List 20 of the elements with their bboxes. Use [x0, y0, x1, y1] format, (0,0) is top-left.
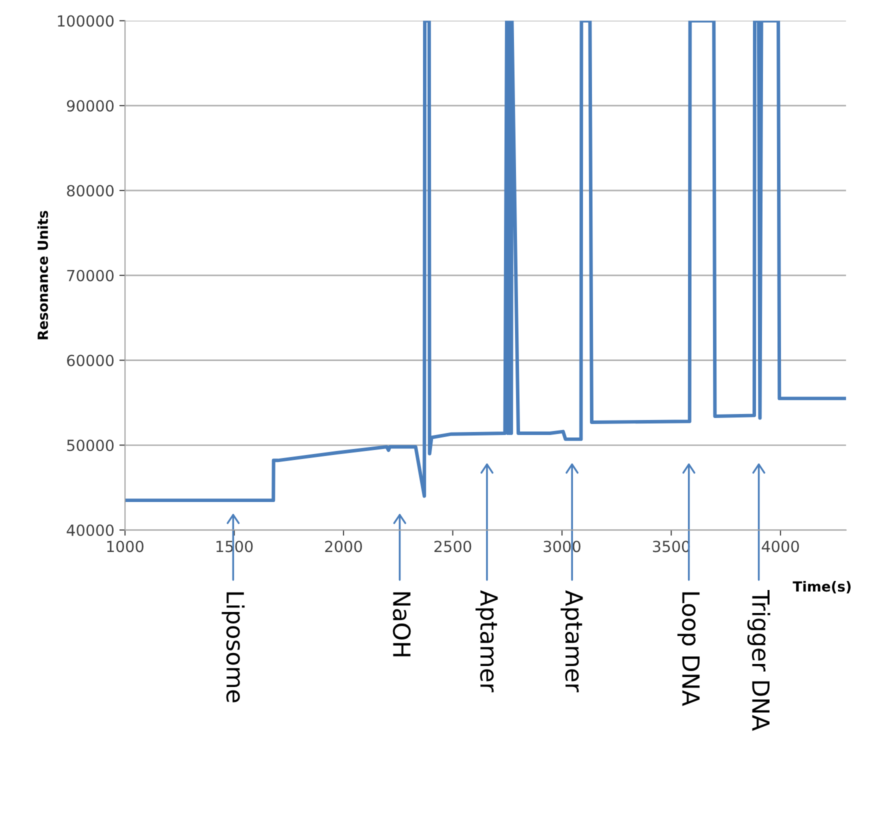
y-axis-title: Resonance Units — [37, 210, 48, 340]
line-series — [125, 20, 846, 502]
y-tick-label: 80000 — [67, 184, 114, 197]
x-tick-label: 4000 — [762, 540, 799, 552]
y-tick-label: 100000 — [58, 15, 114, 27]
x-tick-label: 1000 — [107, 540, 144, 552]
x-tick-label: 2000 — [325, 540, 362, 552]
y-tick-label: 60000 — [67, 354, 114, 366]
y-tick-label: 90000 — [66, 100, 114, 112]
text: Aptamer — [476, 590, 498, 692]
y-tick-label: 70000 — [67, 270, 114, 282]
text: Liposome — [222, 592, 245, 702]
text: NaOH — [392, 592, 411, 656]
text: Loop DNA — [677, 592, 700, 706]
text: Aptamer — [560, 590, 583, 692]
y-tick-label: 50000 — [67, 440, 114, 452]
x-tick-label: 2500 — [434, 540, 472, 552]
y-tick-label: 40000 — [66, 524, 114, 536]
text: Trigger DNA — [747, 590, 770, 731]
x-axis-title: Time(s) — [792, 580, 851, 594]
